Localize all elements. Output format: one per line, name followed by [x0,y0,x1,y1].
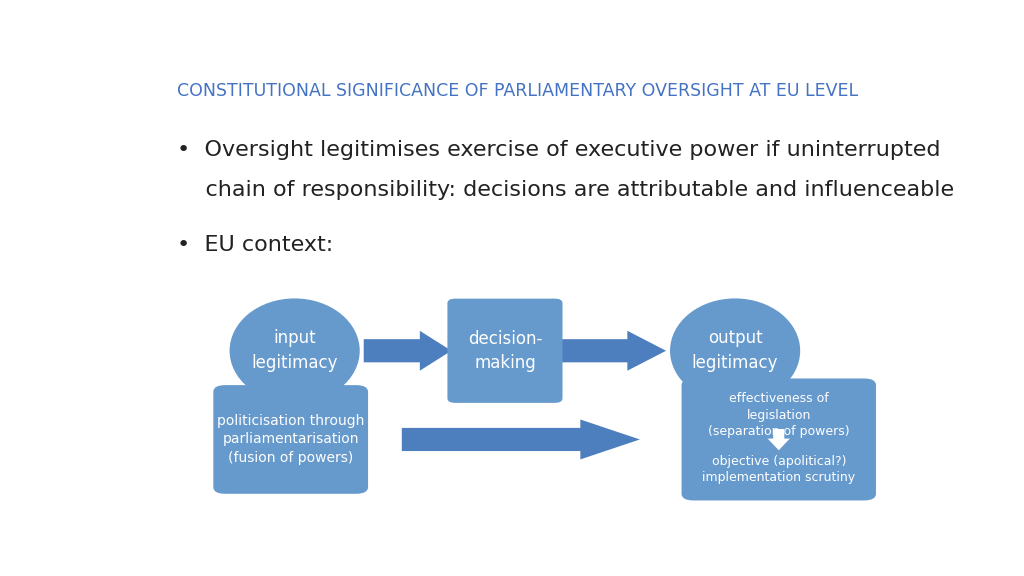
Text: effective scrutiny?: effective scrutiny? [934,432,1024,447]
Text: effectiveness of
legislation
(separation of powers): effectiveness of legislation (separation… [708,392,850,438]
Text: objective (apolitical?)
implementation scrutiny: objective (apolitical?) implementation s… [702,455,855,484]
Text: output
legitimacy: output legitimacy [692,329,778,372]
Text: CONSTITUTIONAL SIGNIFICANCE OF PARLIAMENTARY OVERSIGHT AT EU LEVEL: CONSTITUTIONAL SIGNIFICANCE OF PARLIAMEN… [177,82,858,100]
FancyBboxPatch shape [447,298,562,403]
Ellipse shape [670,298,800,403]
Text: chain of responsibility: decisions are attributable and influenceable: chain of responsibility: decisions are a… [177,180,954,200]
Ellipse shape [229,298,359,403]
Polygon shape [558,331,666,371]
Text: input
legitimacy: input legitimacy [252,329,338,372]
Text: politicisation through
parliamentarisation
(fusion of powers): politicisation through parliamentarisati… [217,414,365,465]
Text: •  Oversight legitimises exercise of executive power if uninterrupted: • Oversight legitimises exercise of exec… [177,140,941,160]
Text: decision-
making: decision- making [468,330,542,372]
Polygon shape [364,331,452,371]
Polygon shape [401,419,640,460]
FancyBboxPatch shape [682,378,876,501]
FancyBboxPatch shape [213,385,368,494]
Polygon shape [768,429,790,450]
Text: •  EU context:: • EU context: [177,236,334,255]
